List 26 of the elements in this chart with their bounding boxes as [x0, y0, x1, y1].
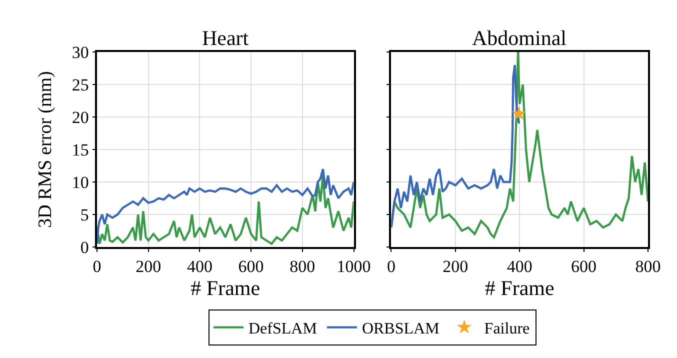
x-tick-label: 600: [571, 257, 597, 276]
y-tick-label: 25: [72, 75, 89, 94]
x-tick-label: 0: [386, 257, 396, 276]
x-tick-label: 400: [506, 257, 532, 276]
x-tick-label: 0: [92, 257, 102, 276]
y-tick-label: 30: [72, 42, 89, 62]
x-tick-label: 800: [290, 257, 316, 276]
legend-label: ORBSLAM: [362, 320, 440, 338]
x-tick-label: 600: [238, 257, 264, 276]
x-axis-title: # Frame: [190, 276, 260, 300]
legend-label: Failure: [484, 320, 530, 338]
x-axis-title: # Frame: [484, 276, 554, 300]
x-tick-label: 200: [136, 257, 162, 276]
x-tick-label: 200: [442, 257, 468, 276]
legend-label: DefSLAM: [248, 320, 317, 338]
chart-title: Abdominal: [472, 26, 567, 50]
y-axis-title: 3D RMS error (mm): [35, 71, 56, 228]
chart-title: Heart: [202, 26, 249, 50]
y-tick-label: 5: [80, 205, 89, 224]
y-tick-label: 20: [72, 108, 89, 127]
x-tick-label: 800: [635, 257, 661, 276]
y-tick-label: 0: [80, 238, 89, 257]
y-tick-label: 10: [72, 172, 89, 192]
x-tick-label: 1000: [336, 257, 371, 276]
y-tick-label: 15: [72, 140, 89, 160]
x-tick-label: 400: [186, 257, 212, 276]
